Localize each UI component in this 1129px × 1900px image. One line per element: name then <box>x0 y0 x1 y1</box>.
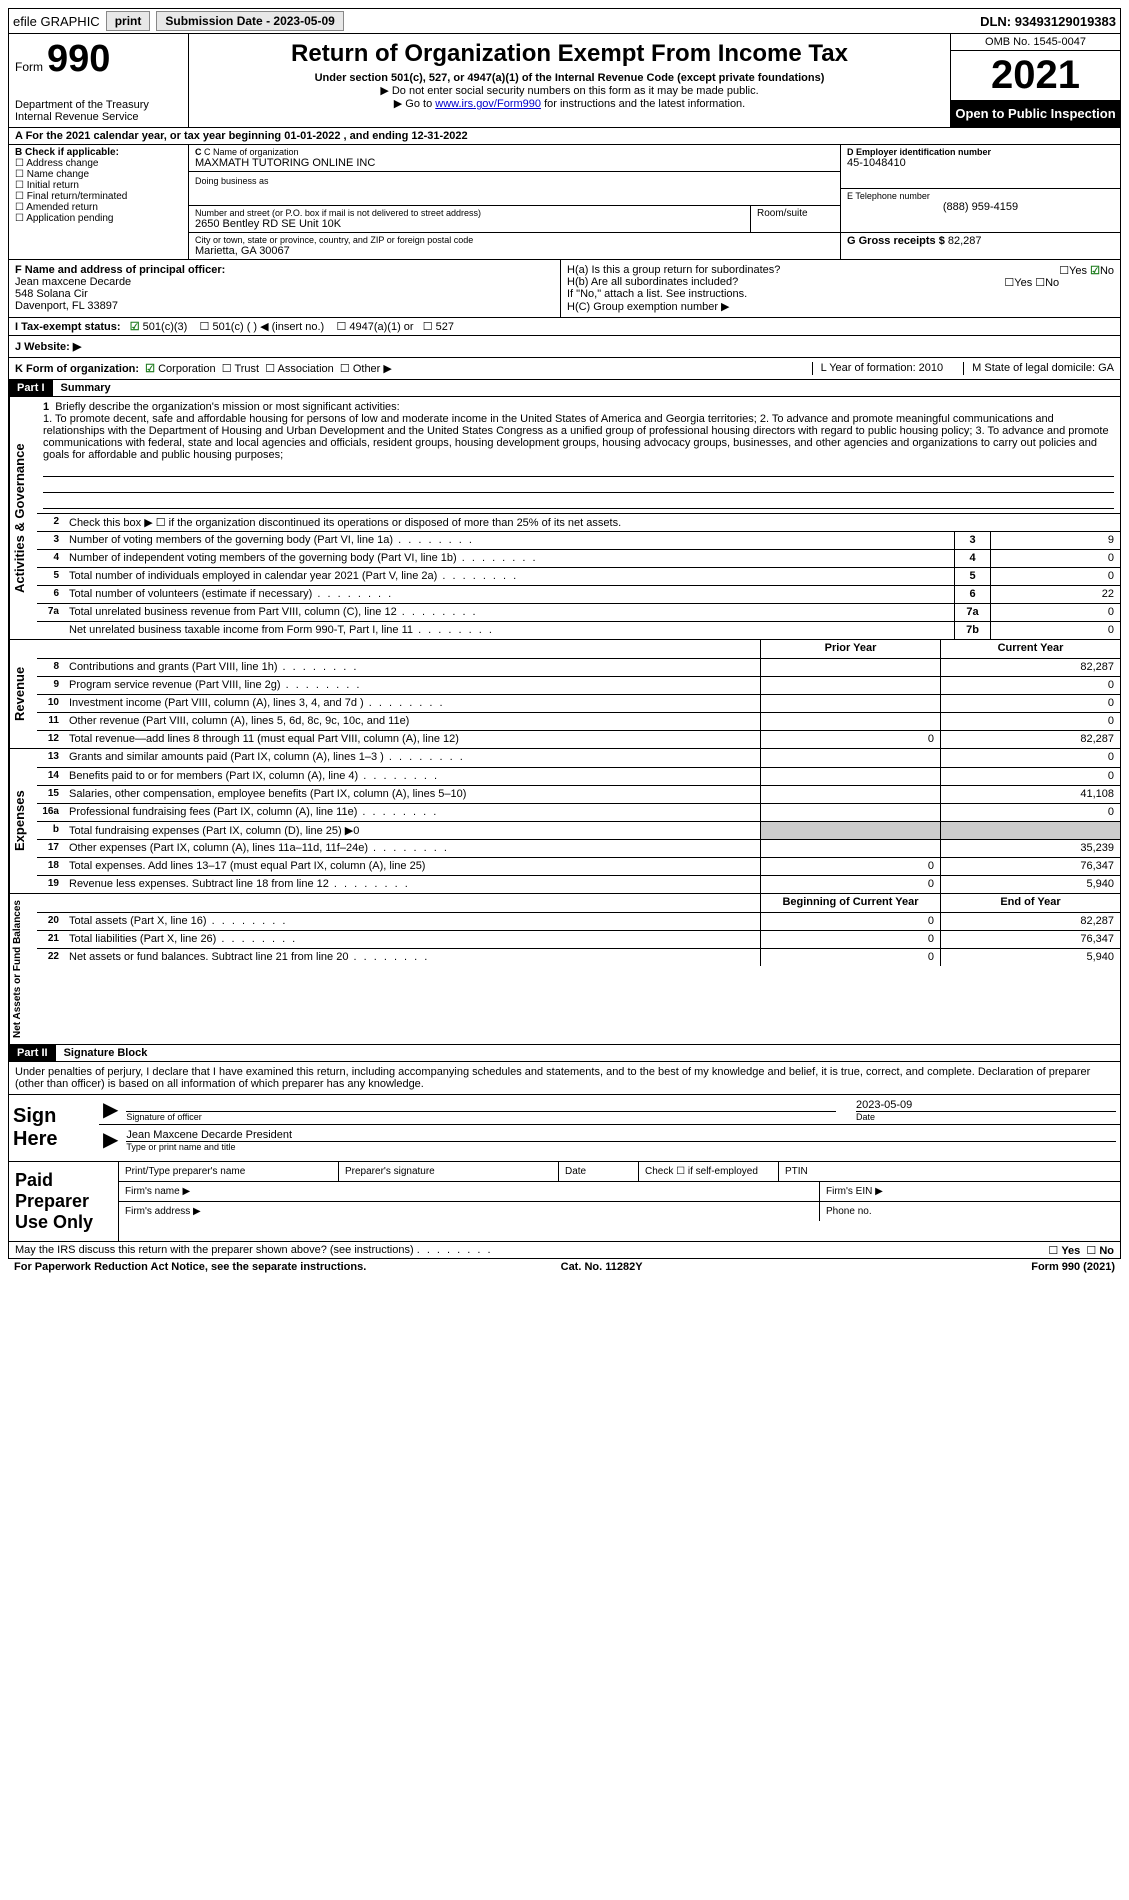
subtitle-2: ▶ Do not enter social security numbers o… <box>195 84 944 97</box>
gross-receipts: G Gross receipts $ 82,287 <box>841 233 1120 249</box>
subtitle-1: Under section 501(c), 527, or 4947(a)(1)… <box>195 72 944 84</box>
line-4: Number of independent voting members of … <box>65 550 954 567</box>
begin-year-hdr: Beginning of Current Year <box>760 894 940 912</box>
line-7a: Total unrelated business revenue from Pa… <box>65 604 954 621</box>
form-footer: Form 990 (2021) <box>1031 1261 1115 1273</box>
street-cell: Number and street (or P.O. box if mail i… <box>189 206 750 232</box>
date-label: Date <box>856 1111 1116 1122</box>
line-6: Total number of volunteers (estimate if … <box>65 586 954 603</box>
sign-here-label: Sign Here <box>9 1095 99 1161</box>
mission-block: 1 Briefly describe the organization's mi… <box>37 397 1120 513</box>
form-number: Form990 <box>15 38 182 81</box>
line-3: Number of voting members of the governin… <box>65 532 954 549</box>
irs-link[interactable]: www.irs.gov/Form990 <box>435 98 541 110</box>
ein-cell: D Employer identification number 45-1048… <box>841 145 1120 189</box>
side-expenses: Expenses <box>9 749 37 893</box>
jurat-text: Under penalties of perjury, I declare th… <box>8 1062 1121 1095</box>
line-7b: Net unrelated business taxable income fr… <box>65 622 954 639</box>
end-year-hdr: End of Year <box>940 894 1120 912</box>
subtitle-3: ▶ Go to www.irs.gov/Form990 for instruct… <box>195 97 944 110</box>
form-of-org: K Form of organization: ☑ Corporation ☐ … <box>8 358 1121 380</box>
cat-no: Cat. No. 11282Y <box>561 1261 643 1273</box>
section-h: H(a) Is this a group return for subordin… <box>560 260 1120 317</box>
principal-officer: F Name and address of principal officer:… <box>9 260 560 317</box>
year-formation: L Year of formation: 2010 <box>812 362 944 375</box>
officer-name: Jean Maxcene Decarde President <box>126 1129 1116 1141</box>
top-bar: efile GRAPHIC print Submission Date - 20… <box>8 8 1121 34</box>
part-i-header: Part I <box>9 380 53 396</box>
dept-treasury: Department of the Treasury <box>15 99 182 111</box>
room-suite: Room/suite <box>750 206 840 232</box>
part-ii-title: Signature Block <box>56 1047 148 1059</box>
phone-cell: E Telephone number (888) 959-4159 <box>841 189 1120 233</box>
signature-label: Signature of officer <box>126 1111 836 1122</box>
section-b-checkboxes: B Check if applicable: ☐ Address change … <box>9 145 189 259</box>
current-year-hdr: Current Year <box>940 640 1120 658</box>
tax-year: 2021 <box>951 51 1120 100</box>
part-i-title: Summary <box>53 382 111 394</box>
discuss-row: May the IRS discuss this return with the… <box>8 1242 1121 1259</box>
side-governance: Activities & Governance <box>9 397 37 639</box>
line-2: Check this box ▶ ☐ if the organization d… <box>65 514 1120 531</box>
tax-exempt-status: I Tax-exempt status: ☑ 501(c)(3) ☐ 501(c… <box>8 318 1121 336</box>
org-name: MAXMATH TUTORING ONLINE INC <box>195 157 834 169</box>
part-ii-header: Part II <box>9 1045 56 1061</box>
org-name-cell: C C Name of organization MAXMATH TUTORIN… <box>189 145 840 172</box>
side-revenue: Revenue <box>9 640 37 748</box>
submission-date: Submission Date - 2023-05-09 <box>156 11 343 31</box>
print-button[interactable]: print <box>106 11 151 31</box>
state-domicile: M State of legal domicile: GA <box>963 362 1114 375</box>
paid-preparer-label: Paid Preparer Use Only <box>9 1162 119 1241</box>
line-5: Total number of individuals employed in … <box>65 568 954 585</box>
side-net-assets: Net Assets or Fund Balances <box>9 894 37 1044</box>
website-row: J Website: ▶ <box>8 336 1121 358</box>
paperwork-notice: For Paperwork Reduction Act Notice, see … <box>14 1261 366 1273</box>
dba-cell: Doing business as <box>189 172 840 206</box>
irs-label: Internal Revenue Service <box>15 111 182 123</box>
omb-number: OMB No. 1545-0047 <box>951 34 1120 51</box>
city-cell: City or town, state or province, country… <box>189 233 840 259</box>
line-a-tax-year: A For the 2021 calendar year, or tax yea… <box>8 128 1121 145</box>
open-inspection: Open to Public Inspection <box>951 100 1120 127</box>
dln: DLN: 93493129019383 <box>980 14 1116 29</box>
form-title: Return of Organization Exempt From Incom… <box>195 40 944 68</box>
efile-label: efile GRAPHIC <box>13 14 100 29</box>
prior-year-hdr: Prior Year <box>760 640 940 658</box>
